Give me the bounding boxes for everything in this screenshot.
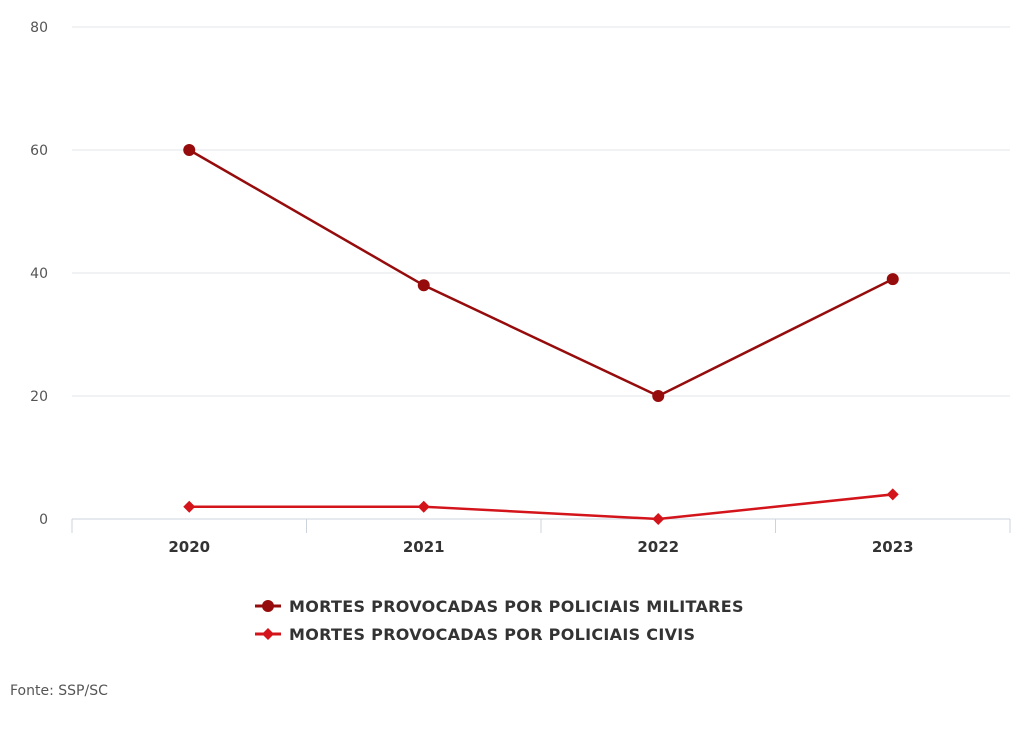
x-tick-label: 2020 <box>168 538 210 556</box>
data-point <box>183 500 196 513</box>
data-point <box>183 144 196 156</box>
legend-item-militares[interactable]: MORTES PROVOCADAS POR POLICIAIS MILITARE… <box>255 592 744 620</box>
data-point <box>886 488 899 501</box>
circle-marker-icon <box>255 600 281 612</box>
y-tick-label: 40 <box>30 266 48 282</box>
data-point <box>417 500 430 513</box>
y-tick-label: 60 <box>30 143 48 159</box>
y-tick-label: 80 <box>30 20 48 36</box>
x-tick-label: 2021 <box>403 538 445 556</box>
diamond-marker-icon <box>255 628 281 640</box>
y-tick-label: 0 <box>39 512 48 528</box>
line-chart: 0 20 40 60 80 2020 2021 2022 2023 <box>30 20 1011 556</box>
series-line-1 <box>189 493 893 521</box>
data-point <box>652 513 665 525</box>
legend: MORTES PROVOCADAS POR POLICIAIS MILITARE… <box>255 592 744 648</box>
legend-label: MORTES PROVOCADAS POR POLICIAIS CIVIS <box>289 624 696 644</box>
source-note: Fonte: SSP/SC <box>10 683 108 699</box>
data-point <box>652 390 665 402</box>
data-point <box>417 279 430 292</box>
y-tick-label: 20 <box>30 389 48 405</box>
series-line-0 <box>188 148 894 398</box>
x-tick-label: 2022 <box>637 538 679 556</box>
legend-item-civis[interactable]: MORTES PROVOCADAS POR POLICIAIS CIVIS <box>255 620 744 648</box>
x-tick-label: 2023 <box>872 538 914 556</box>
data-point <box>886 273 899 286</box>
legend-label: MORTES PROVOCADAS POR POLICIAIS MILITARE… <box>289 596 744 616</box>
